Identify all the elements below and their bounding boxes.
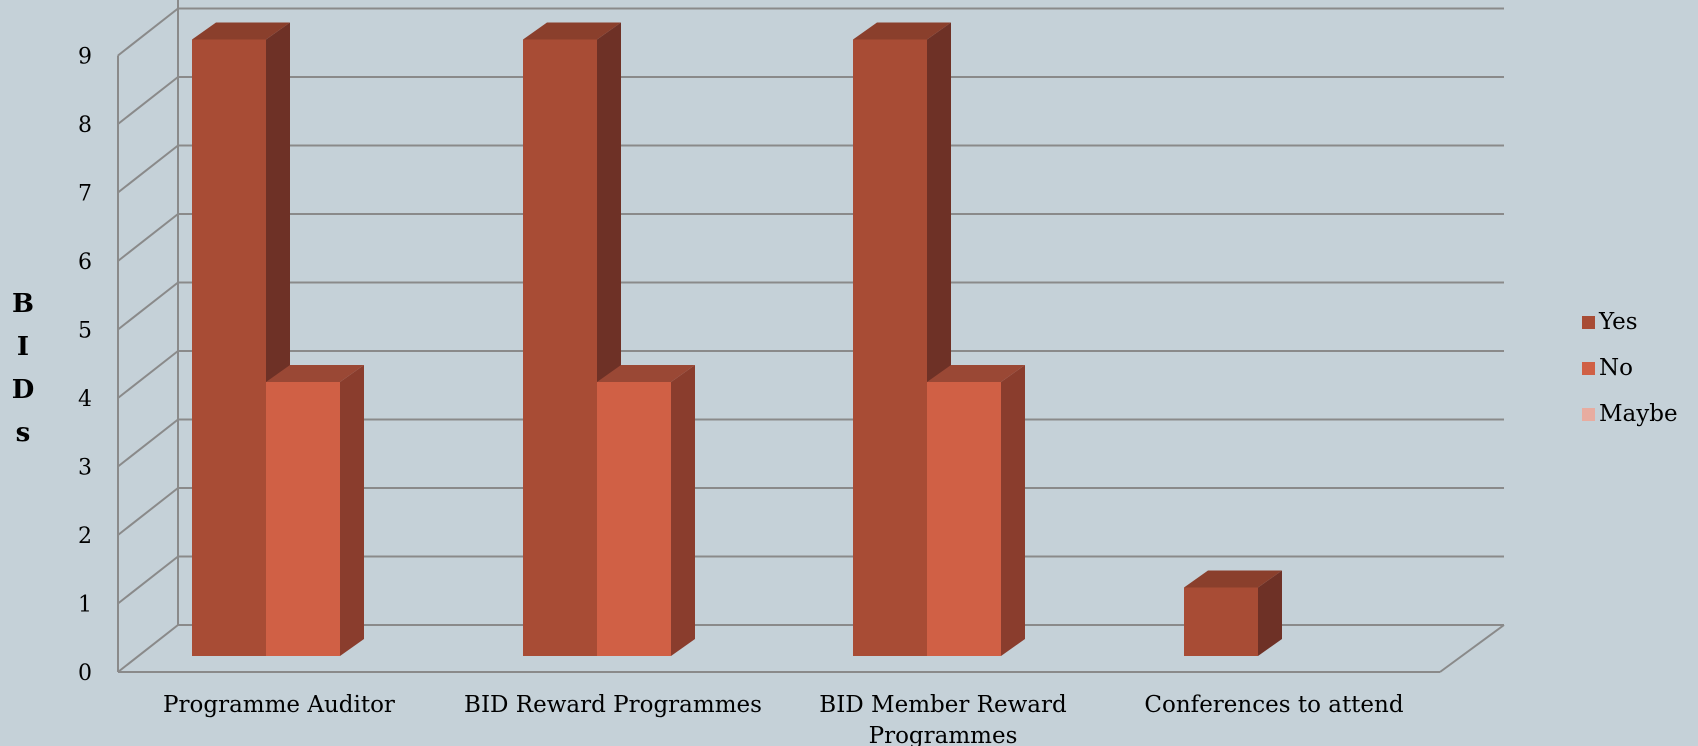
bar-top	[192, 22, 290, 40]
bar-no-1	[266, 365, 364, 656]
category-label: Conferences to attend	[1144, 692, 1403, 718]
bar-front	[523, 39, 597, 656]
legend-swatch-yes	[1582, 316, 1595, 329]
bar-top	[597, 365, 695, 382]
y-tick-label: 4	[78, 387, 92, 412]
category-label: Programme Auditor	[163, 692, 395, 718]
floor-right-edge	[1439, 624, 1505, 673]
chart-bars	[192, 22, 1282, 656]
y-tick-label: 8	[78, 113, 92, 138]
legend-swatch-no	[1582, 362, 1595, 375]
y-tick-label: 3	[78, 456, 92, 481]
bar-yes-1	[192, 22, 290, 656]
gridline-diagonal	[117, 76, 179, 125]
gridline-diagonal	[117, 144, 179, 194]
category-label: Programmes	[869, 723, 1018, 746]
bar-top	[853, 22, 951, 40]
bar-yes-4	[1184, 570, 1282, 656]
bar-side	[1258, 570, 1282, 656]
bar-no-2	[597, 365, 695, 656]
y-axis-title-letter: I	[17, 332, 29, 362]
gridline-diagonal	[117, 487, 179, 536]
legend-swatch-maybe	[1582, 408, 1595, 421]
bar-top	[523, 22, 621, 40]
y-axis-title-letter: B	[12, 289, 34, 319]
bar-front	[853, 39, 927, 656]
gridline-diagonal	[117, 7, 179, 57]
gridline-diagonal	[117, 350, 179, 399]
category-label: BID Member Reward	[819, 692, 1067, 718]
gridline-diagonal	[117, 624, 179, 673]
y-tick-label: 0	[78, 661, 92, 686]
bar-top	[927, 365, 1025, 382]
bar-side	[1001, 365, 1025, 656]
bar-front	[266, 382, 340, 656]
gridline-diagonal	[117, 213, 179, 262]
bar-front	[927, 382, 1001, 656]
category-label: BID Reward Programmes	[464, 692, 762, 718]
bar-front	[192, 39, 266, 656]
legend-label-no: No	[1599, 355, 1633, 381]
y-tick-label: 6	[78, 250, 92, 275]
gridline-diagonal	[117, 418, 179, 468]
legend-label-yes: Yes	[1598, 309, 1638, 335]
gridline-diagonal	[117, 555, 179, 605]
bar-front	[597, 382, 671, 656]
legend-label-maybe: Maybe	[1599, 401, 1678, 427]
bar-no-3	[927, 365, 1025, 656]
y-tick-label: 2	[78, 524, 92, 549]
bar-top	[266, 365, 364, 382]
y-tick-label: 9	[78, 45, 92, 70]
chart-gridlines	[117, 0, 1505, 673]
chart-legend: Yes No Maybe	[1582, 309, 1678, 427]
y-tick-label: 5	[78, 319, 92, 344]
y-tick-label: 1	[78, 593, 92, 618]
y-axis-title-letter: D	[12, 375, 35, 405]
bar-top	[1184, 570, 1282, 588]
bar-front	[1184, 587, 1258, 656]
bar-side	[340, 365, 364, 656]
bar-side	[671, 365, 695, 656]
y-axis-title-letter: s	[16, 418, 31, 448]
gridline-diagonal	[117, 281, 179, 331]
y-tick-label: 7	[78, 182, 92, 207]
